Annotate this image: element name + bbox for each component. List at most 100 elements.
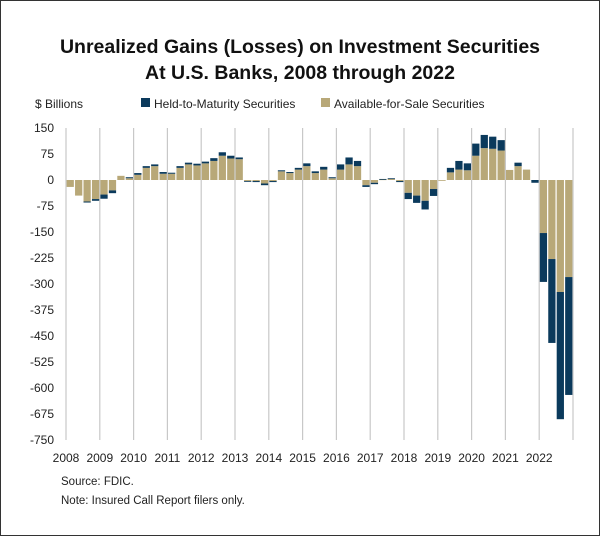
x-tick-label: 2022 <box>526 451 553 465</box>
bar-htm <box>531 180 539 183</box>
bar-htm <box>159 172 167 174</box>
y-tick-label: -375 <box>30 303 54 317</box>
bar-htm <box>328 177 336 179</box>
bar-afs <box>506 169 514 180</box>
bar-afs <box>142 167 150 180</box>
bar-htm <box>303 163 311 167</box>
bar-htm <box>320 166 328 170</box>
bar-htm <box>91 199 100 201</box>
bar-htm <box>210 158 218 161</box>
bar-htm <box>142 166 150 168</box>
bar-afs <box>455 169 463 180</box>
bar-htm <box>184 162 193 165</box>
bar-afs <box>446 172 455 180</box>
bar-afs <box>404 180 412 193</box>
bar-afs <box>75 180 83 196</box>
bar-afs <box>83 180 91 202</box>
bar-htm <box>514 162 522 167</box>
bar-afs <box>362 180 370 186</box>
bar-afs <box>565 180 573 278</box>
bar-afs <box>210 160 218 180</box>
x-tick-label: 2021 <box>492 451 519 465</box>
bar-htm <box>277 170 286 172</box>
bar-afs <box>277 171 286 180</box>
bar-htm <box>429 189 438 196</box>
bar-afs <box>151 166 159 180</box>
bar-afs <box>320 169 328 180</box>
bar-afs <box>66 180 74 187</box>
bar-htm <box>489 136 497 149</box>
x-tick-label: 2016 <box>323 451 350 465</box>
bar-afs <box>227 158 235 180</box>
bar-afs <box>337 169 345 180</box>
bar-afs <box>252 180 260 182</box>
bar-htm <box>379 178 387 180</box>
bar-htm <box>100 194 108 199</box>
y-tick-label: -600 <box>30 381 54 395</box>
y-tick-label: -750 <box>30 433 54 447</box>
bar-htm <box>404 192 412 200</box>
bar-htm <box>244 181 252 182</box>
bar-afs <box>108 180 117 191</box>
footnote: Note: Insured Call Report filers only. <box>61 495 245 507</box>
bar-htm <box>227 155 235 159</box>
bar-htm <box>218 152 226 156</box>
bar-afs <box>328 178 336 180</box>
chart-subtitle: At U.S. Banks, 2008 through 2022 <box>145 62 455 84</box>
x-tick-label: 2008 <box>53 451 80 465</box>
bar-htm <box>539 233 548 282</box>
y-tick-label: 150 <box>34 121 54 135</box>
x-tick-label: 2009 <box>86 451 113 465</box>
bar-htm <box>370 182 379 185</box>
bar-afs <box>489 148 497 180</box>
y-tick-label: 0 <box>47 173 54 187</box>
bar-htm <box>260 183 269 186</box>
bar-afs <box>244 180 252 182</box>
bar-afs <box>421 180 429 201</box>
bar-afs <box>497 150 505 180</box>
bar-afs <box>556 180 564 292</box>
bar-afs <box>387 178 395 180</box>
x-tick-label: 2020 <box>458 451 485 465</box>
y-axis-label: $ Billions <box>35 97 83 111</box>
bar-afs <box>286 173 294 180</box>
bar-afs <box>100 180 108 195</box>
bar-afs <box>438 180 446 181</box>
bar-afs <box>294 169 302 180</box>
legend-label-afs: Available-for-Sale Securities <box>334 97 485 111</box>
bar-htm <box>168 172 176 174</box>
bar-afs <box>168 173 176 180</box>
bar-afs <box>514 166 522 180</box>
bar-afs <box>134 174 142 180</box>
bar-htm <box>193 163 201 166</box>
source-note: Source: FDIC. <box>61 476 134 488</box>
bar-afs <box>235 159 243 180</box>
bar-afs <box>548 180 556 260</box>
bar-afs <box>218 155 226 180</box>
x-tick-label: 2018 <box>391 451 418 465</box>
x-tick-label: 2010 <box>120 451 147 465</box>
bar-htm <box>480 134 488 149</box>
legend-swatch-afs <box>321 98 330 107</box>
bar-afs <box>117 175 125 180</box>
x-tick-label: 2014 <box>255 451 282 465</box>
y-tick-label: -450 <box>30 329 54 343</box>
bar-htm <box>421 200 429 210</box>
bar-htm <box>252 181 260 183</box>
chart-title: Unrealized Gains (Losses) on Investment … <box>59 36 541 58</box>
bar-htm <box>396 181 404 183</box>
bar-afs <box>269 180 277 182</box>
bar-htm <box>472 143 480 156</box>
x-tick-label: 2011 <box>154 451 180 465</box>
bar-htm <box>455 160 463 170</box>
bar-htm <box>294 167 302 170</box>
bar-htm <box>134 173 142 175</box>
bar-htm <box>548 259 556 343</box>
bar-htm <box>497 140 505 151</box>
bar-afs <box>429 180 438 190</box>
bar-htm <box>565 277 573 395</box>
bar-afs <box>370 180 379 183</box>
bar-afs <box>413 180 421 196</box>
